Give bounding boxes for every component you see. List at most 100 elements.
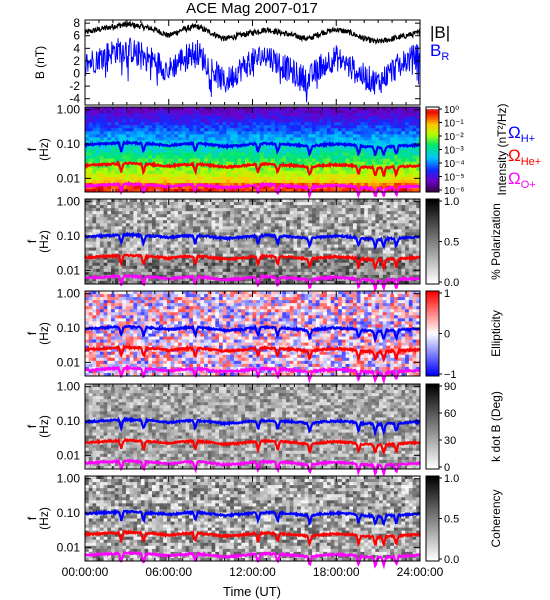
heatmap-cell xyxy=(245,176,250,181)
heatmap-cell xyxy=(163,152,168,156)
heatmap-cell xyxy=(360,107,365,111)
heatmap-cell xyxy=(386,110,391,114)
heatmap-cell xyxy=(159,271,164,276)
heatmap-cell xyxy=(107,211,112,215)
heatmap-cell xyxy=(334,220,339,224)
heatmap-cell xyxy=(267,265,272,270)
heatmap-cell xyxy=(286,280,291,285)
heatmap-cell xyxy=(204,152,209,156)
heatmap-cell xyxy=(111,113,116,117)
heatmap-cell xyxy=(248,232,253,236)
heatmap-cell xyxy=(85,211,90,215)
heatmap-cell xyxy=(263,188,268,193)
heatmap-cell xyxy=(133,256,138,261)
heatmap-cell xyxy=(286,134,291,138)
heatmap-cell xyxy=(390,253,395,258)
heatmap-cell xyxy=(245,158,250,163)
heatmap-cell xyxy=(233,155,239,160)
heatmap-cell xyxy=(85,125,90,129)
heatmap-cell xyxy=(118,161,123,166)
heatmap-cell xyxy=(233,250,239,255)
heatmap-cell xyxy=(241,110,246,114)
heatmap-cell xyxy=(341,176,346,181)
heatmap-cell xyxy=(148,110,153,114)
heatmap-cell xyxy=(341,205,346,209)
heatmap-cell xyxy=(163,122,168,126)
heatmap-cell xyxy=(133,247,138,252)
heatmap-cell xyxy=(163,113,168,117)
heatmap-cell xyxy=(222,238,227,242)
heatmap-cell xyxy=(300,140,306,144)
heatmap-cell xyxy=(353,161,358,166)
heatmap-cell xyxy=(237,211,242,215)
heatmap-cell xyxy=(163,205,168,209)
heatmap-cell xyxy=(397,110,402,114)
heatmap-cell xyxy=(300,211,306,215)
heatmap-cell xyxy=(99,110,105,114)
heatmap-cell xyxy=(308,226,313,230)
heatmap-cell xyxy=(181,208,186,212)
heatmap-cell xyxy=(192,262,198,267)
heatmap-cell xyxy=(114,250,119,255)
heatmap-cell xyxy=(267,113,272,117)
heatmap-cell xyxy=(118,176,123,181)
heatmap-cell xyxy=(293,280,298,285)
heatmap-cell xyxy=(166,265,172,270)
heatmap-cell xyxy=(282,146,287,150)
heatmap-cell xyxy=(304,107,309,111)
heatmap-cell xyxy=(367,253,373,258)
heatmap-cell xyxy=(222,229,227,233)
heatmap-cell xyxy=(245,232,250,236)
heatmap-cell xyxy=(237,217,242,221)
heatmap-cell xyxy=(416,152,421,156)
heatmap-cell xyxy=(88,152,93,156)
heatmap-cell xyxy=(386,274,391,279)
heatmap-cell xyxy=(382,247,387,252)
heatmap-cell xyxy=(233,149,239,153)
heatmap-cell xyxy=(289,205,294,209)
heatmap-cell xyxy=(122,107,127,111)
heatmap-cell xyxy=(226,125,231,129)
heatmap-cell xyxy=(144,205,149,209)
heatmap-cell xyxy=(245,247,250,252)
heatmap-cell xyxy=(152,152,157,156)
heatmap-cell xyxy=(245,185,250,190)
heatmap-cell xyxy=(122,208,127,212)
heatmap-cell xyxy=(300,229,306,233)
heatmap-cell xyxy=(393,232,399,236)
heatmap-cell xyxy=(375,223,380,227)
heatmap-cell xyxy=(122,188,127,193)
heatmap-cell xyxy=(334,179,339,184)
heatmap-cell xyxy=(319,250,324,255)
heatmap-cell xyxy=(230,161,235,166)
heatmap-cell xyxy=(282,262,287,267)
heatmap-cell xyxy=(382,164,387,169)
heatmap-cell xyxy=(259,214,265,218)
heatmap-cell xyxy=(129,229,134,233)
heatmap-cell xyxy=(159,232,164,236)
heatmap-cell xyxy=(278,113,283,117)
heatmap-cell xyxy=(152,277,157,282)
heatmap-cell xyxy=(263,107,268,111)
heatmap-cell xyxy=(353,253,358,258)
heatmap-cell xyxy=(99,244,105,248)
heatmap-cell xyxy=(245,265,250,270)
heatmap-cell xyxy=(263,158,268,163)
heatmap-cell xyxy=(144,199,149,203)
heatmap-cell xyxy=(178,155,183,160)
heatmap-cell xyxy=(326,208,332,212)
heatmap-cell xyxy=(338,271,343,276)
heatmap-cell xyxy=(189,155,194,160)
heatmap-cell xyxy=(237,125,242,129)
heatmap-cell xyxy=(200,128,205,132)
heatmap-cell xyxy=(282,238,287,242)
heatmap-cell xyxy=(390,205,395,209)
heatmap-cell xyxy=(397,128,402,132)
heatmap-cell xyxy=(174,185,179,190)
heatmap-cell xyxy=(256,265,261,270)
heatmap-cell xyxy=(259,185,265,190)
heatmap-cell xyxy=(393,122,399,126)
heatmap-cell xyxy=(315,119,320,123)
heatmap-cell xyxy=(356,277,361,282)
heatmap-cell xyxy=(111,122,116,126)
